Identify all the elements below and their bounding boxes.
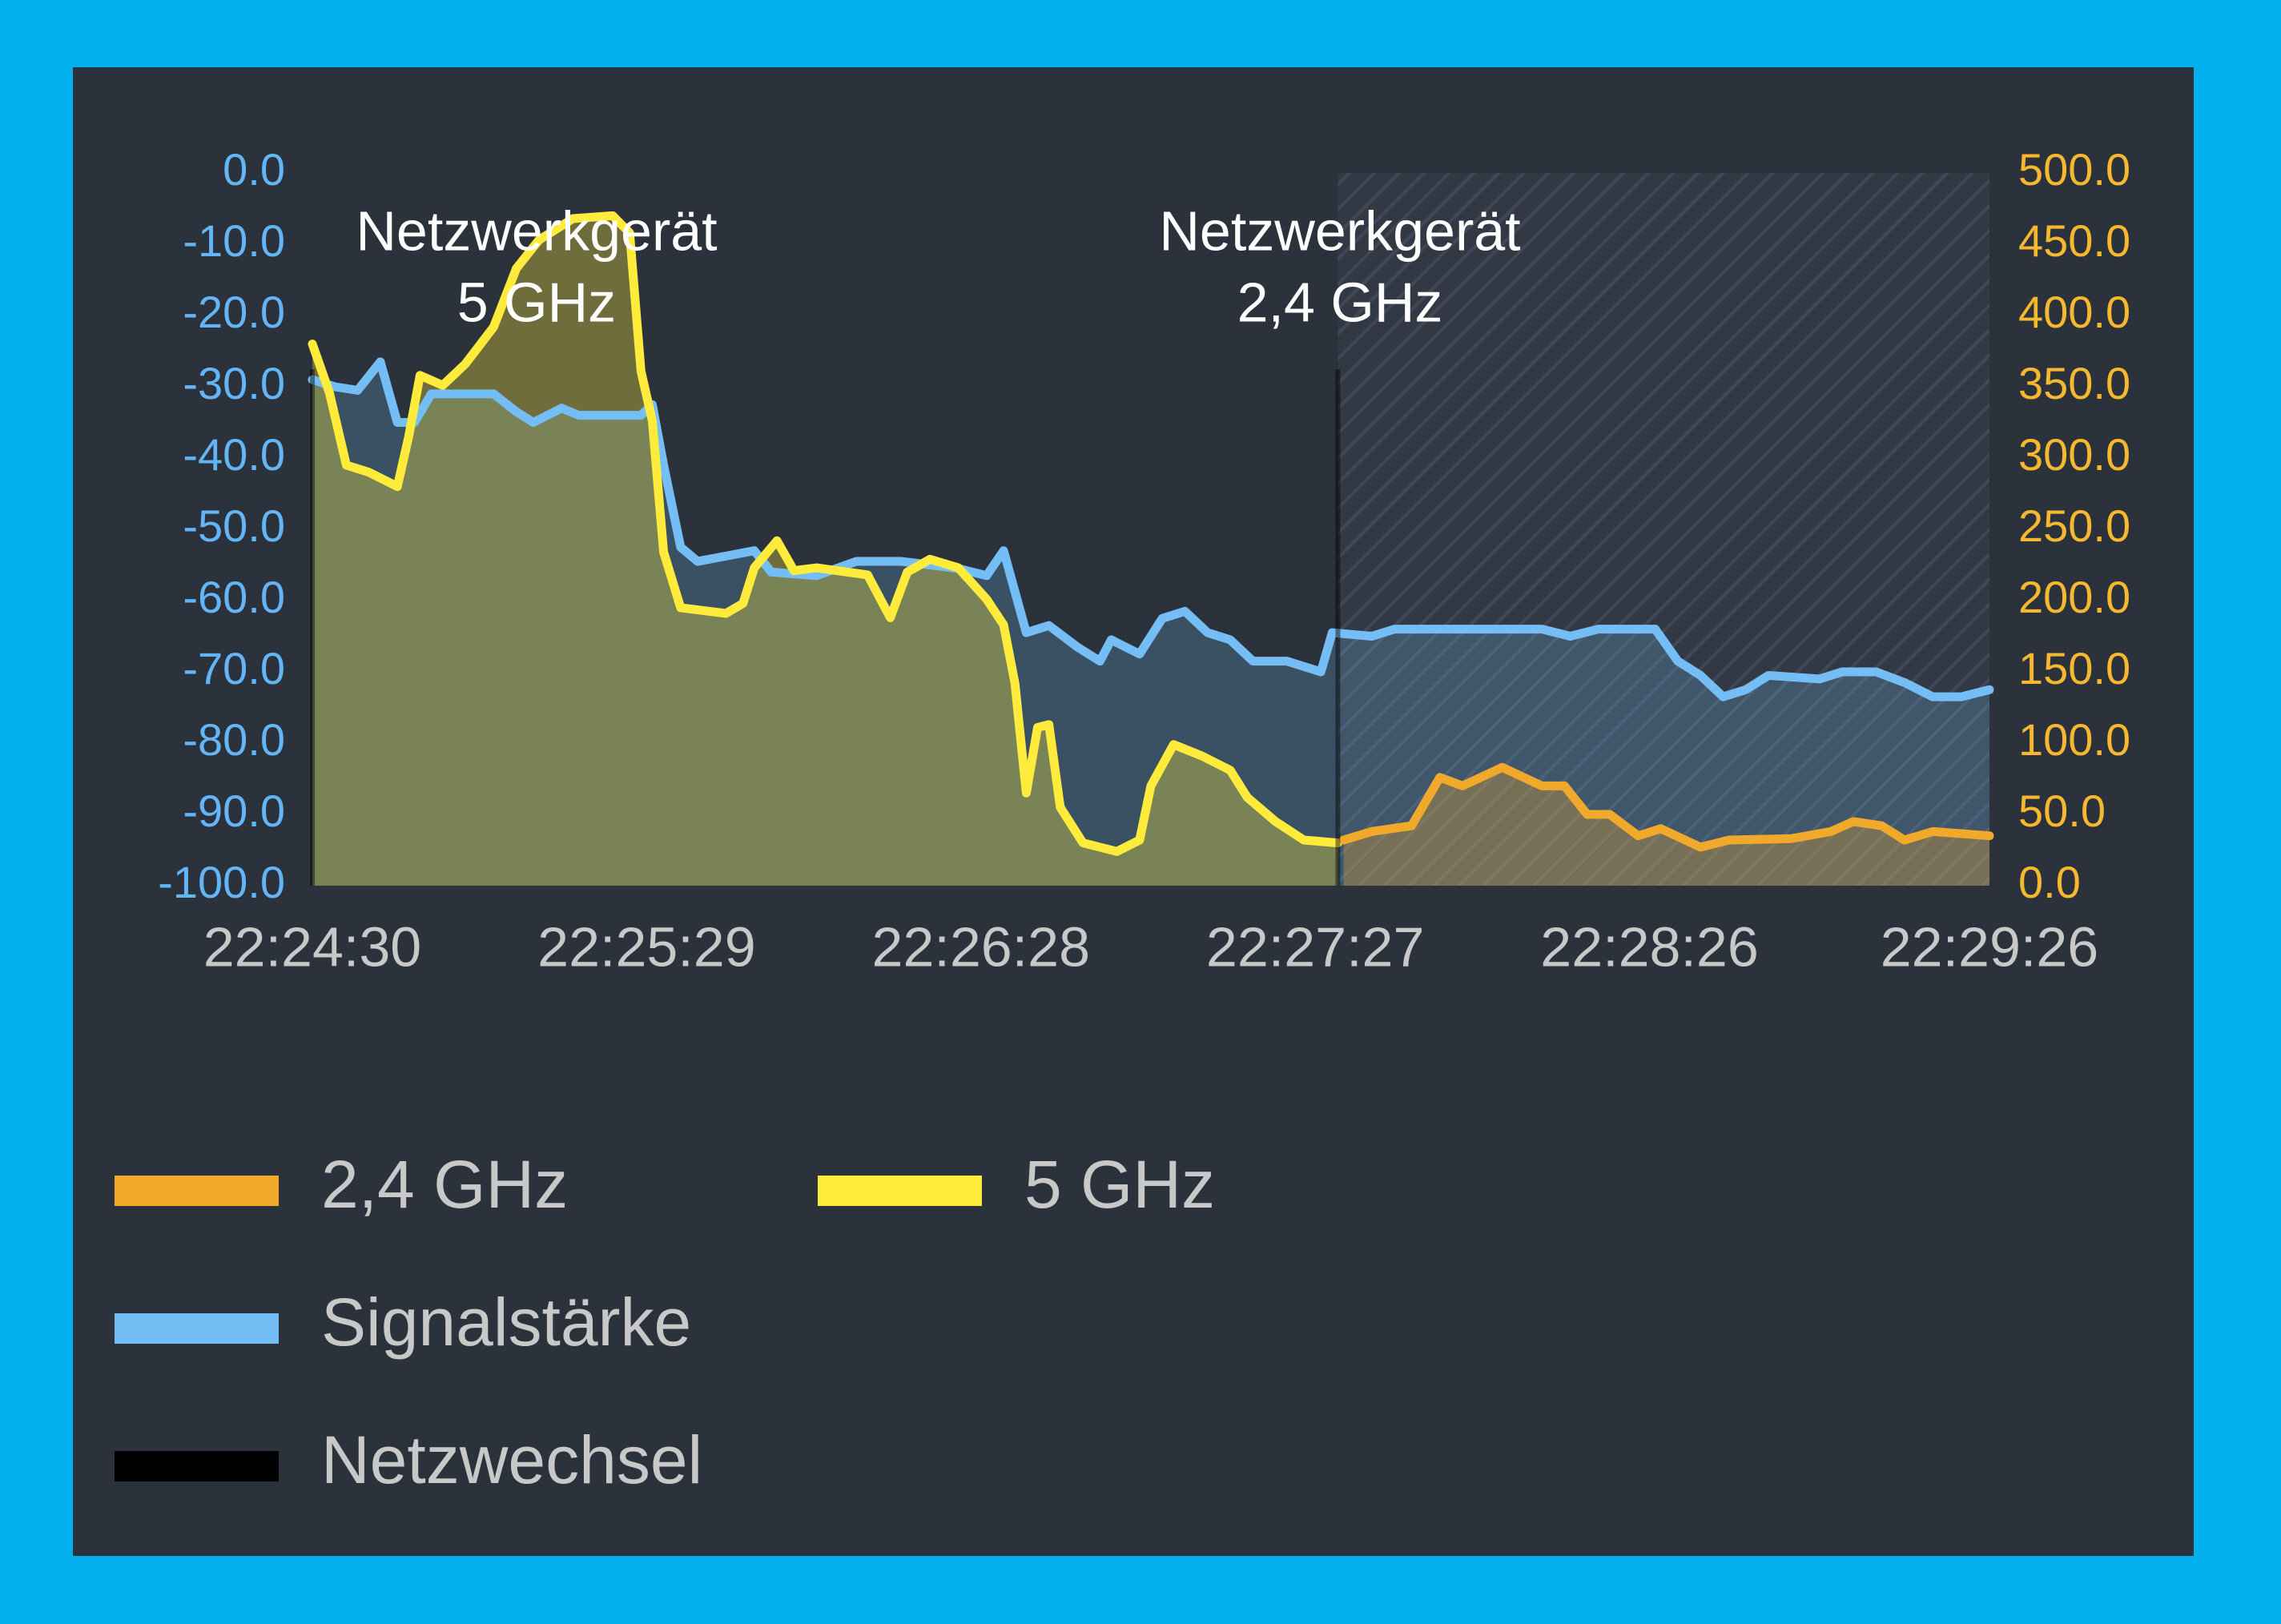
annotation: 5 GHz — [457, 271, 616, 333]
y2-tick-label: 50.0 — [2018, 786, 2106, 836]
y2-tick-label: 200.0 — [2018, 572, 2130, 622]
y-tick-label: 0.0 — [223, 144, 285, 195]
y2-tick-label: 250.0 — [2018, 500, 2130, 551]
x-tick-label: 22:27:27 — [1206, 915, 1424, 978]
x-tick-label: 22:26:28 — [872, 915, 1090, 978]
annotation: 2,4 GHz — [1237, 271, 1443, 333]
y-tick-label: -40.0 — [183, 429, 285, 480]
y2-tick-label: 400.0 — [2018, 287, 2130, 337]
x-tick-label: 22:24:30 — [203, 915, 421, 978]
annotation: Netzwerkgerät — [1159, 199, 1520, 262]
y-tick-label: -70.0 — [183, 643, 285, 693]
y2-tick-label: 350.0 — [2018, 358, 2130, 408]
legend-label: 5 GHz — [1024, 1147, 1215, 1222]
line — [1339, 762, 1994, 852]
line — [308, 211, 1342, 856]
area — [312, 215, 1338, 886]
x-tick-label: 22:25:29 — [537, 915, 755, 978]
x-tick-label: 22:28:26 — [1540, 915, 1758, 978]
legend-swatch — [115, 1313, 279, 1344]
y2-tick-label: 150.0 — [2018, 643, 2130, 693]
legend-label: Netzwechsel — [321, 1422, 702, 1497]
annotation: Netzwerkgerät — [356, 199, 717, 262]
y-tick-label: -100.0 — [158, 857, 285, 907]
line — [308, 357, 1994, 701]
legend-label: Signalstärke — [321, 1284, 691, 1360]
legend-label: 2,4 GHz — [321, 1147, 568, 1222]
y-tick-label: -10.0 — [183, 215, 285, 266]
legend-swatch — [818, 1176, 982, 1206]
y-tick-label: -60.0 — [183, 572, 285, 622]
network-region — [1338, 173, 1989, 886]
y2-tick-label: 500.0 — [2018, 144, 2130, 195]
x-tick-label: 22:29:26 — [1881, 915, 2098, 978]
legend-swatch — [115, 1176, 279, 1206]
y2-tick-label: 0.0 — [2018, 857, 2081, 907]
y2-tick-label: 300.0 — [2018, 429, 2130, 480]
y2-tick-label: 100.0 — [2018, 714, 2130, 765]
area — [1343, 767, 1989, 886]
y-tick-label: -30.0 — [183, 358, 285, 408]
y-tick-label: -90.0 — [183, 786, 285, 836]
area — [312, 361, 1989, 886]
legend-swatch — [115, 1451, 279, 1481]
y-tick-label: -20.0 — [183, 287, 285, 337]
y2-tick-label: 450.0 — [2018, 215, 2130, 266]
y-tick-label: -50.0 — [183, 500, 285, 551]
y-tick-label: -80.0 — [183, 714, 285, 765]
